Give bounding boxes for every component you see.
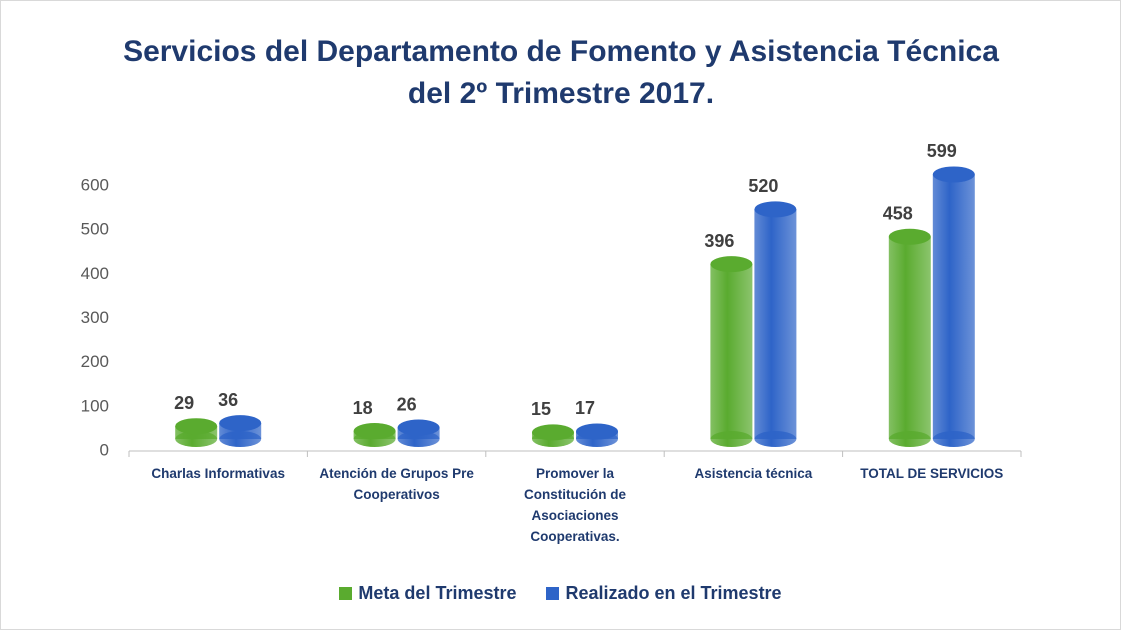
bar [175,418,218,447]
bar [219,415,262,447]
data-label: 599 [927,141,957,161]
bar [888,228,931,447]
bar [353,423,396,447]
data-label: 26 [397,394,417,414]
x-tick-label: Asistencia técnica [694,466,813,481]
x-tick-label: TOTAL DE SERVICIOS [860,466,1004,481]
y-tick-label: 400 [81,264,109,283]
y-tick-label: 500 [81,220,109,239]
bar [754,201,797,447]
y-tick-label: 300 [81,308,109,327]
data-label: 18 [353,398,373,418]
legend: Meta del Trimestre Realizado en el Trimes… [1,583,1120,604]
data-label: 15 [531,399,551,419]
x-tick-label: Atención de Grupos Pre Cooperativos [319,466,474,502]
x-tick-label: Charlas Informativas [151,466,285,481]
bar [576,423,618,447]
data-label: 36 [218,390,238,410]
data-label: 396 [704,231,734,251]
chart-title: Servicios del Departamento de Fomento y … [123,35,999,110]
x-tick-label: Promover la Constitución de Asociaciones… [524,466,626,544]
legend-swatch [546,587,560,600]
y-tick-label: 600 [81,175,109,194]
legend-label: Realizado en el Trimestre [565,583,782,603]
data-label: 17 [575,398,595,418]
bar [932,166,975,447]
y-tick-label: 100 [81,396,109,415]
legend-item: Meta del Trimestre [339,583,516,604]
bar [532,424,574,447]
legend-item: Realizado en el Trimestre [546,583,782,604]
data-label: 29 [174,393,194,413]
data-label: 520 [748,176,778,196]
legend-swatch [339,587,353,600]
y-tick-label: 200 [81,352,109,371]
bar [710,256,753,447]
data-label: 458 [883,203,913,223]
legend-label: Meta del Trimestre [358,583,517,603]
y-tick-label: 0 [100,440,109,459]
bar [397,419,440,447]
